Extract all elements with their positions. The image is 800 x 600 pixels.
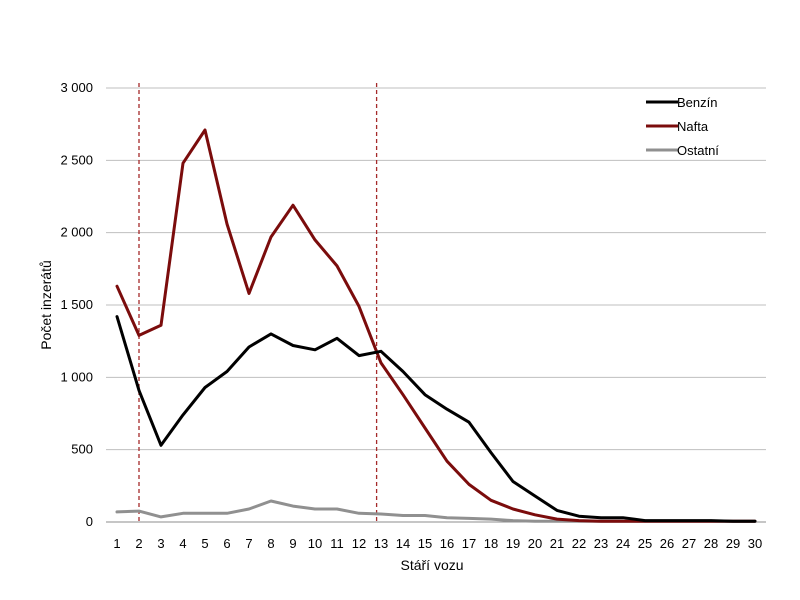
y-tick-label: 0 (86, 514, 93, 529)
x-axis-tick-labels: 1 2 3 4 5 6 7 8 9 10 11 12 13 14 15 16 17 18 19 20 21 22 23 24 2… (113, 536, 762, 551)
x-tick-label: 20 (528, 536, 542, 551)
x-tick-label: 7 (245, 536, 252, 551)
x-tick-label: 8 (267, 536, 274, 551)
x-tick-label: 28 (704, 536, 718, 551)
legend-label: Benzín (677, 95, 717, 110)
x-tick-label: 19 (506, 536, 520, 551)
x-tick-label: 2 (135, 536, 142, 551)
x-tick-label: 18 (484, 536, 498, 551)
x-tick-label: 25 (638, 536, 652, 551)
x-tick-label: 30 (748, 536, 762, 551)
x-tick-label: 26 (660, 536, 674, 551)
x-tick-label: 13 (374, 536, 388, 551)
x-tick-label: 3 (157, 536, 164, 551)
x-tick-label: 5 (201, 536, 208, 551)
x-tick-label: 14 (396, 536, 410, 551)
legend-label: Ostatní (677, 143, 719, 158)
x-tick-label: 9 (289, 536, 296, 551)
series-lines (115, 128, 757, 523)
x-tick-label: 27 (682, 536, 696, 551)
x-tick-label: 22 (572, 536, 586, 551)
x-axis-title: Stáří vozu (400, 557, 463, 573)
x-tick-label: 16 (440, 536, 454, 551)
y-tick-label: 2 000 (60, 225, 93, 240)
y-tick-label: 500 (71, 442, 93, 457)
series-line-ostatní (115, 499, 757, 523)
series-line-nafta (115, 128, 757, 523)
legend: Benzín Nafta Ostatní (646, 95, 719, 158)
y-axis-tick-labels: 0 500 1 000 1 500 2 000 2 500 3 000 (60, 80, 93, 529)
x-tick-label: 23 (594, 536, 608, 551)
y-axis-title: Počet inzerátů (38, 260, 54, 350)
y-tick-label: 1 500 (60, 297, 93, 312)
x-tick-label: 1 (113, 536, 120, 551)
x-tick-label: 24 (616, 536, 630, 551)
y-tick-label: 3 000 (60, 80, 93, 95)
x-tick-label: 10 (308, 536, 322, 551)
x-tick-label: 29 (726, 536, 740, 551)
x-tick-label: 21 (550, 536, 564, 551)
x-tick-label: 15 (418, 536, 432, 551)
gridlines (106, 87, 766, 523)
y-tick-label: 2 500 (60, 152, 93, 167)
x-tick-label: 11 (330, 536, 344, 551)
y-tick-label: 1 000 (60, 369, 93, 384)
x-tick-label: 17 (462, 536, 476, 551)
series-line-benzín (115, 315, 757, 523)
x-tick-label: 4 (179, 536, 186, 551)
x-tick-label: 12 (352, 536, 366, 551)
x-tick-label: 6 (223, 536, 230, 551)
reference-lines (138, 83, 378, 522)
legend-label: Nafta (677, 119, 709, 134)
